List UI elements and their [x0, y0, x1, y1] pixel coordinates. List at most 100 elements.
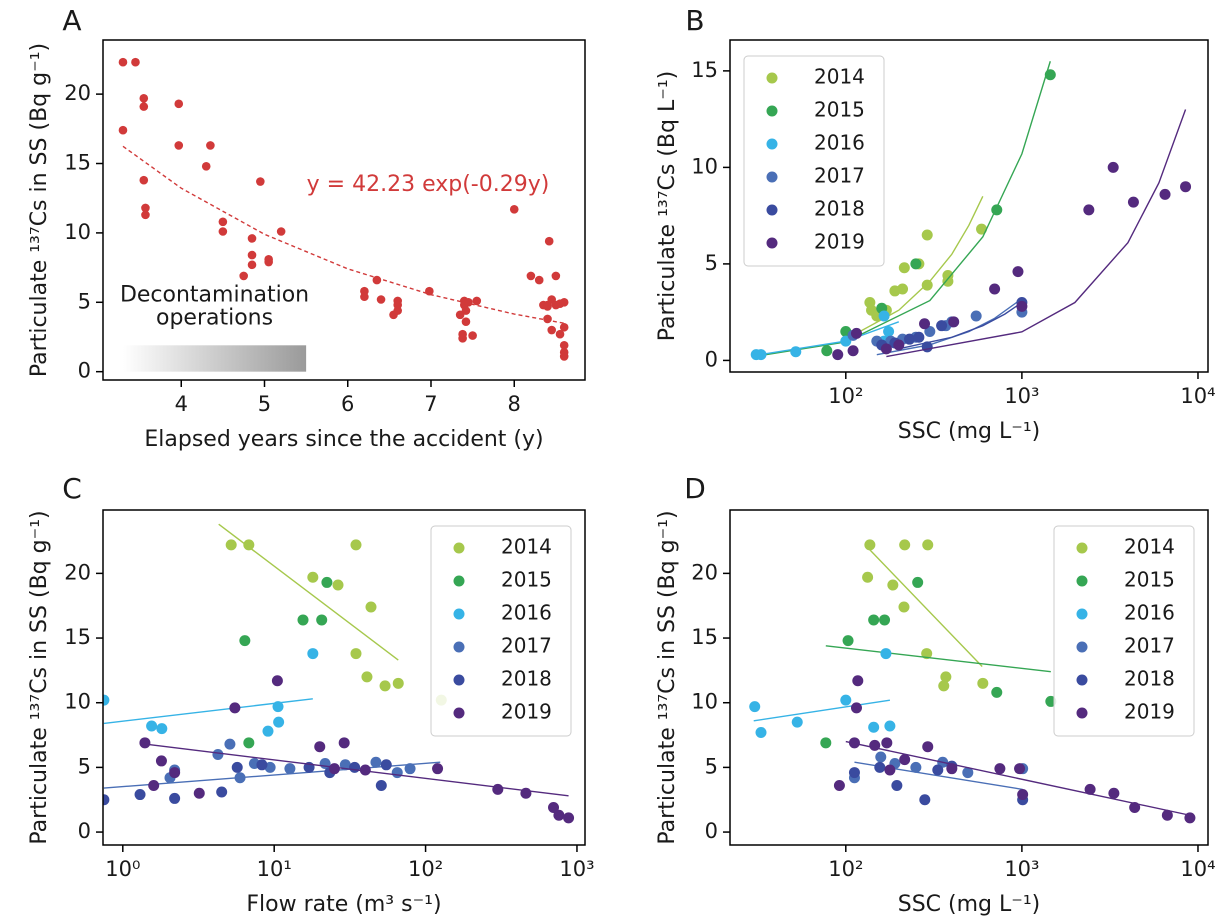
point	[922, 539, 934, 551]
point	[461, 317, 471, 327]
point	[276, 227, 286, 236]
legend-label: 2017	[1124, 634, 1175, 658]
point	[284, 763, 296, 775]
legend-marker	[766, 204, 778, 216]
point	[991, 686, 1003, 698]
point	[247, 260, 257, 270]
y-tick-label: 15	[691, 625, 718, 649]
fit-line	[898, 301, 1023, 350]
y-tick-label: 5	[705, 754, 718, 778]
fit-line	[825, 645, 1051, 673]
point	[1127, 196, 1139, 208]
point	[869, 739, 881, 751]
point	[891, 780, 903, 792]
point	[365, 601, 377, 613]
point	[820, 737, 832, 749]
point	[139, 175, 149, 185]
point	[875, 751, 887, 763]
legend-label: 2016	[814, 131, 865, 155]
point	[141, 203, 150, 213]
point	[359, 764, 371, 776]
legend-marker	[1076, 542, 1088, 554]
y-tick-label: 15	[64, 151, 91, 175]
point	[850, 702, 862, 714]
legend-marker	[766, 237, 778, 249]
point	[134, 789, 146, 801]
point	[224, 738, 236, 750]
point	[868, 721, 880, 733]
point	[887, 579, 899, 591]
point	[169, 792, 181, 804]
point	[193, 787, 205, 799]
x-tick-label: 10³	[1004, 384, 1039, 408]
point	[212, 748, 224, 760]
legend-label: 2018	[814, 197, 865, 221]
legend-label: 2017	[814, 164, 865, 188]
point	[821, 345, 833, 357]
point	[307, 648, 319, 660]
point	[314, 741, 326, 753]
point	[349, 761, 361, 773]
legend-label: 2019	[501, 700, 552, 724]
point	[962, 767, 974, 779]
legend-marker	[1076, 575, 1088, 587]
y-tick-label: 20	[64, 560, 91, 584]
point	[946, 763, 958, 775]
legend-marker	[1076, 674, 1088, 686]
point	[1084, 783, 1096, 795]
x-tick-label: 8	[508, 392, 521, 416]
point	[256, 759, 268, 771]
point	[225, 539, 237, 551]
point	[332, 579, 344, 591]
point	[216, 786, 228, 798]
point	[234, 772, 246, 784]
point	[156, 723, 168, 735]
axes-frame	[729, 509, 1209, 846]
point	[880, 343, 892, 355]
y-tick-label: 10	[64, 690, 91, 714]
point	[912, 576, 924, 588]
legend-label: 2017	[501, 634, 552, 658]
y-axis-label: Particulate ¹³⁷Cs (Bq L⁻¹)	[655, 71, 680, 342]
legend-label: 2015	[1124, 568, 1175, 592]
point	[878, 310, 890, 322]
point	[1014, 763, 1026, 775]
point	[141, 210, 150, 220]
point	[350, 648, 362, 660]
point	[899, 539, 911, 551]
point	[791, 716, 803, 728]
point	[458, 334, 467, 343]
point	[472, 296, 482, 306]
point	[755, 726, 767, 738]
x-tick-label: 10²	[828, 857, 863, 881]
fit-line	[876, 298, 1023, 356]
point	[991, 204, 1003, 216]
x-tick-label: 10²	[408, 857, 443, 881]
point	[264, 257, 273, 267]
point	[206, 141, 215, 150]
panel-label: A	[62, 4, 81, 37]
fit-line	[122, 145, 565, 324]
point	[1017, 789, 1029, 801]
point	[1159, 188, 1171, 200]
x-axis-label: Elapsed years since the accident (y)	[144, 427, 543, 452]
x-tick-label: 5	[258, 392, 271, 416]
point	[910, 761, 922, 773]
point	[977, 677, 989, 689]
y-axis-label: Particulate ¹³⁷Cs in SS (Bq g⁻¹)	[27, 510, 52, 844]
y-tick-label: 10	[691, 154, 718, 178]
point	[919, 318, 931, 330]
shade-label: Decontamination	[120, 282, 309, 307]
point	[370, 756, 382, 768]
point	[874, 761, 886, 773]
axes-frame	[729, 39, 1209, 373]
point	[938, 680, 950, 692]
point	[239, 271, 248, 281]
legend-marker	[453, 608, 465, 620]
point	[118, 125, 128, 135]
point	[526, 271, 536, 281]
point	[247, 234, 257, 243]
point	[548, 801, 560, 813]
x-axis-label: SSC (mg L⁻¹)	[898, 892, 1041, 916]
point	[272, 701, 284, 713]
